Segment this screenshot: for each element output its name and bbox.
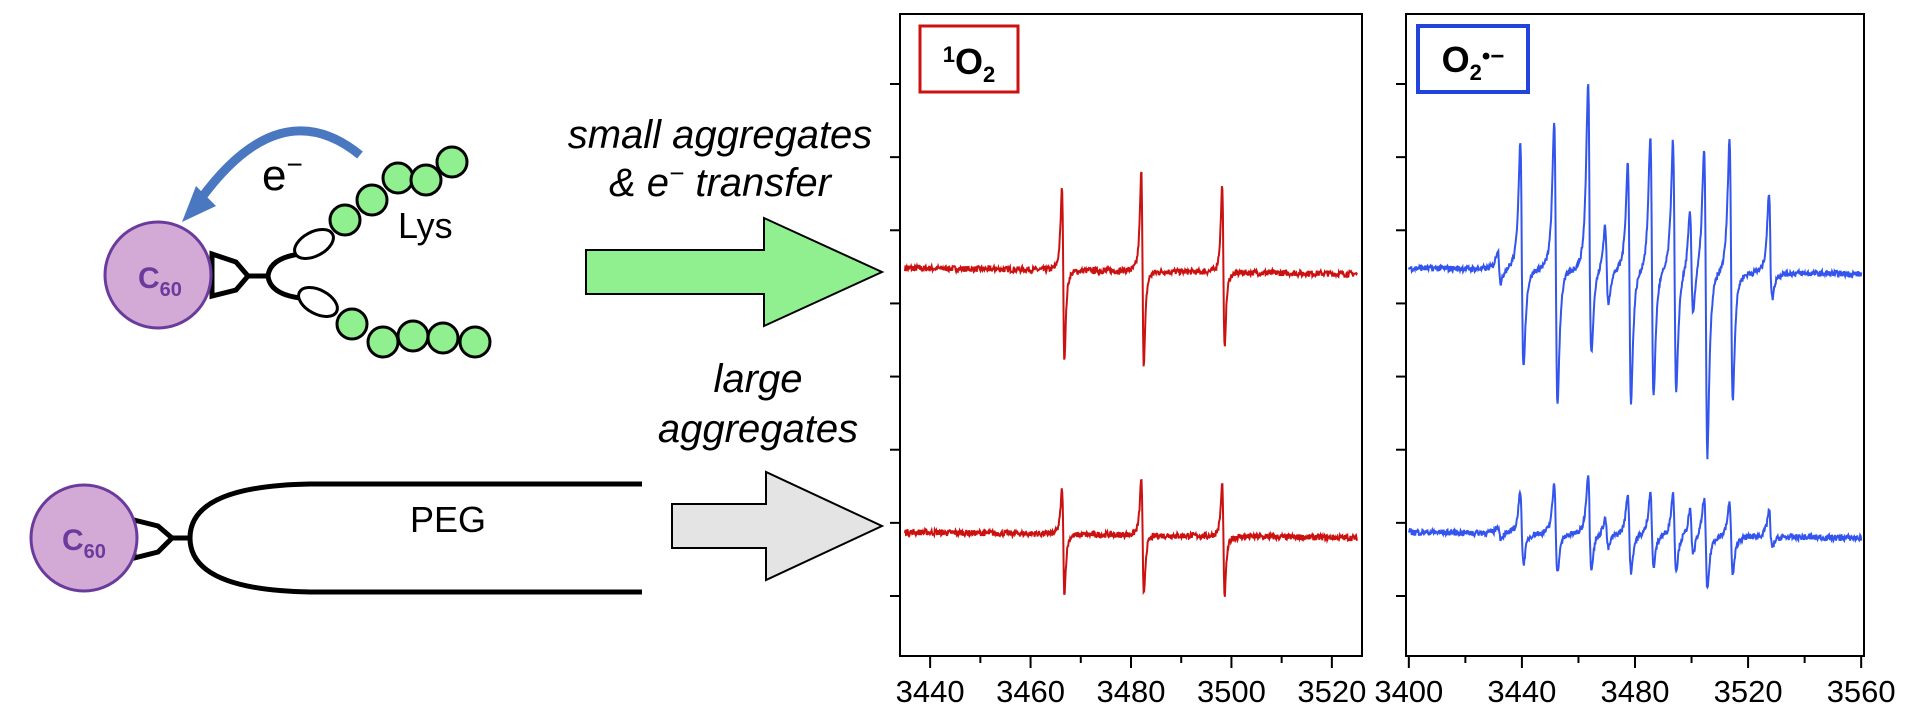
spectra (1407, 83, 1863, 590)
arrow-top-label-line1: small aggregates (568, 113, 873, 157)
lys-bead (458, 325, 492, 359)
arrow-top-label-line2: & e− transfer (609, 158, 833, 205)
c60-label-top: C60 (138, 262, 182, 301)
x-tick-label: 3480 (1097, 674, 1166, 709)
lys-chain-upper (328, 145, 469, 237)
y-ticks (890, 83, 900, 597)
lys-bead (335, 307, 369, 341)
lys-bead (426, 321, 460, 355)
top-molecule: e− C60 Lys (103, 126, 492, 359)
arrow-bottom-label-line1: large (714, 357, 803, 401)
lys-bead (355, 183, 389, 217)
lys-bead (381, 161, 415, 195)
plot-frame (899, 13, 1363, 657)
x-tick-label: 3520 (1714, 674, 1783, 709)
lys-chain-lower (335, 307, 492, 359)
lys-label: Lys (398, 205, 453, 246)
spectrum-trace-1 (1407, 83, 1863, 460)
chart-title-box: O2•− (1416, 24, 1530, 94)
electron-label: e− (262, 149, 303, 200)
arrow-bottom-label-line2: aggregates (658, 407, 858, 451)
lys-bead (435, 145, 469, 179)
spectra (904, 171, 1358, 597)
spectrum-trace-2 (1407, 475, 1863, 590)
arrow-small-aggregates: small aggregates & e− transfer (568, 113, 885, 328)
x-tick-label: 3500 (1197, 674, 1266, 709)
c60-sphere-bottom (29, 483, 139, 593)
arrow-large-aggregates: large aggregates (658, 357, 885, 582)
top-linker (209, 250, 301, 301)
x-axis: 3440 3460 3480 3500 3520 (896, 656, 1366, 709)
x-tick-label: 3560 (1827, 674, 1896, 709)
bottom-linker (131, 481, 642, 595)
chain-oval (297, 286, 339, 318)
lys-bead (366, 325, 400, 359)
c60-label-bottom: C60 (62, 524, 106, 563)
lys-bead (328, 203, 362, 237)
chart-title: 1O2 (943, 41, 996, 87)
x-tick-label: 3480 (1601, 674, 1670, 709)
x-tick-label: 3460 (996, 674, 1065, 709)
spectrum-trace-2 (904, 478, 1358, 597)
x-tick-label: 3440 (896, 674, 965, 709)
epr-chart-superoxide: 3400 3440 3480 3520 3560 O2•− (1374, 13, 1896, 709)
lys-bead (396, 319, 430, 353)
chain-oval (293, 228, 335, 260)
electron-transfer-arrow (182, 126, 363, 222)
epr-chart-singlet-oxygen: 3440 3460 3480 3500 3520 1O2 (890, 13, 1366, 709)
chart-title-box: 1O2 (918, 24, 1020, 94)
bottom-molecule: C60 PEG (29, 481, 642, 595)
x-tick-label: 3520 (1297, 674, 1366, 709)
lys-bead (409, 163, 443, 197)
x-axis: 3400 3440 3480 3520 3560 (1374, 656, 1896, 709)
peg-label: PEG (410, 499, 486, 540)
plot-frame (1405, 13, 1865, 657)
c60-sphere-top (103, 220, 213, 330)
spectrum-trace-1 (904, 171, 1358, 367)
x-tick-label: 3400 (1374, 674, 1443, 709)
y-ticks (1396, 83, 1406, 597)
x-tick-label: 3440 (1487, 674, 1556, 709)
chart-title: O2•− (1442, 39, 1505, 85)
